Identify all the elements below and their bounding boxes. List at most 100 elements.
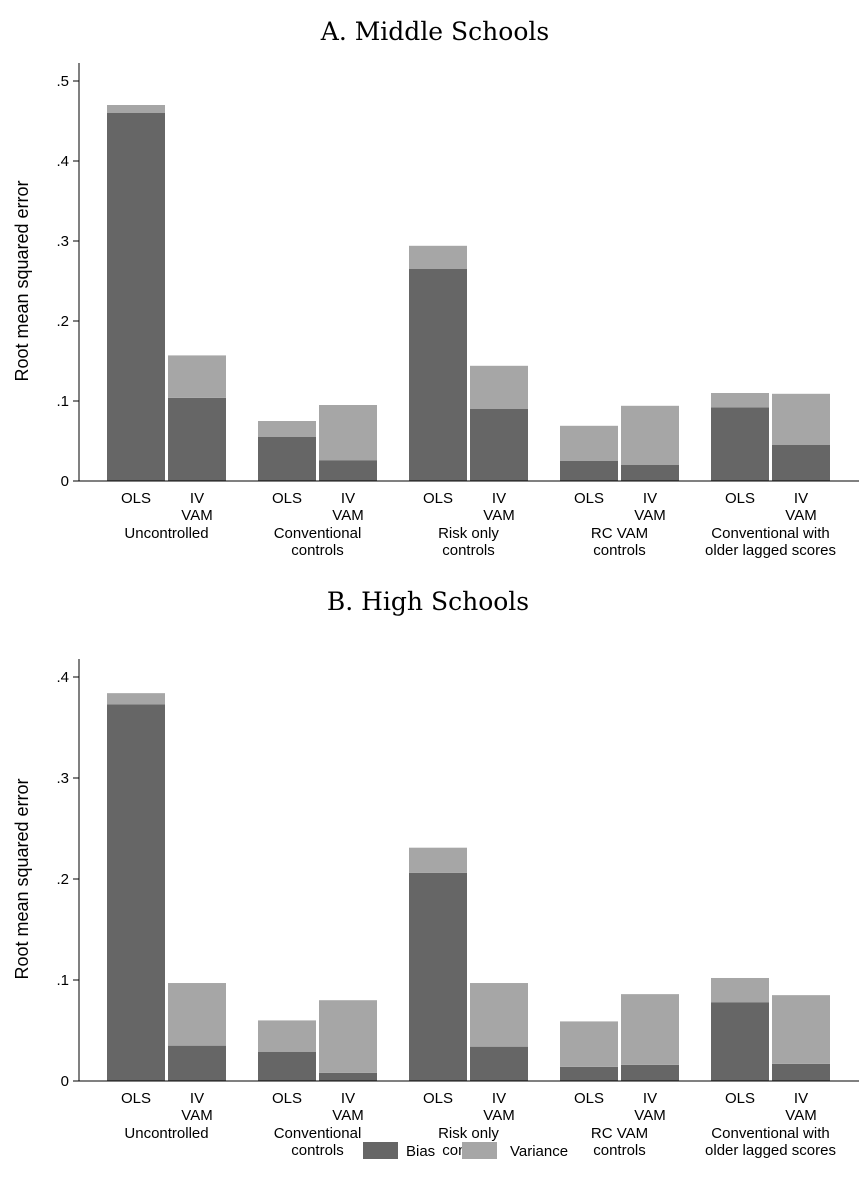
legend-bias-label: Bias (406, 1143, 435, 1160)
variance-bar (319, 405, 377, 461)
group-label: older lagged scores (705, 1142, 836, 1159)
bar-category-label: VAM (634, 507, 665, 524)
bias-bar (772, 1063, 830, 1081)
variance-bar (258, 1020, 316, 1052)
panel-title: B. High Schools (327, 587, 529, 616)
y-axis-label: Root mean squared error (12, 778, 32, 979)
y-tick-label: .5 (56, 73, 69, 90)
bar-category-label: VAM (332, 1107, 363, 1124)
y-tick-label: .3 (56, 233, 69, 250)
bias-bar (258, 437, 316, 481)
group-label: Uncontrolled (124, 1125, 208, 1142)
bar-category-label: VAM (181, 507, 212, 524)
y-tick-label: .2 (56, 871, 69, 888)
bar-category-label: IV (341, 490, 355, 507)
y-tick-label: .3 (56, 770, 69, 787)
group-label: Conventional (274, 1125, 362, 1142)
bar-category-label: OLS (423, 490, 453, 507)
variance-bar (560, 425, 618, 461)
variance-bar (107, 693, 165, 705)
bar-category-label: OLS (121, 490, 151, 507)
group-label: Risk only (438, 525, 499, 542)
group-label: controls (593, 542, 646, 559)
variance-bar (470, 983, 528, 1047)
bias-bar (560, 1066, 618, 1081)
variance-bar (621, 994, 679, 1065)
y-tick-label: .4 (56, 153, 69, 170)
bias-bar (409, 872, 467, 1081)
variance-bar (711, 393, 769, 408)
bias-bar (168, 397, 226, 481)
bar-category-label: IV (794, 490, 808, 507)
group-label: controls (291, 1142, 344, 1159)
variance-bar (560, 1021, 618, 1067)
bar-category-label: OLS (272, 1090, 302, 1107)
y-tick-label: 0 (61, 1073, 69, 1090)
variance-bar (319, 1000, 377, 1073)
bar-category-label: IV (492, 490, 506, 507)
variance-bar (409, 847, 467, 873)
group-label: older lagged scores (705, 542, 836, 559)
variance-bar (711, 977, 769, 1003)
variance-bar (409, 245, 467, 269)
bar-category-label: IV (643, 1090, 657, 1107)
variance-bar (168, 983, 226, 1046)
bias-bar (711, 407, 769, 481)
bar-category-label: IV (190, 1090, 204, 1107)
bar-category-label: OLS (725, 1090, 755, 1107)
bar-category-label: VAM (483, 507, 514, 524)
bar-category-label: IV (190, 490, 204, 507)
variance-bar (470, 365, 528, 409)
bar-category-label: OLS (574, 490, 604, 507)
bias-bar (107, 113, 165, 481)
bar-category-label: VAM (785, 1107, 816, 1124)
bar-category-label: VAM (332, 507, 363, 524)
bar-category-label: IV (794, 1090, 808, 1107)
y-tick-label: .4 (56, 669, 69, 686)
bias-bar (560, 461, 618, 481)
bar-category-label: OLS (272, 490, 302, 507)
bar-category-label: VAM (181, 1107, 212, 1124)
variance-bar (621, 405, 679, 465)
bias-bar (258, 1051, 316, 1081)
bias-bar (319, 460, 377, 481)
bar-category-label: VAM (785, 507, 816, 524)
bias-bar (470, 409, 528, 481)
bias-bar (409, 269, 467, 481)
variance-bar (772, 393, 830, 445)
legend-variance-swatch (462, 1142, 497, 1159)
bias-bar (772, 445, 830, 481)
group-label: controls (291, 542, 344, 559)
legend-bias-swatch (363, 1142, 398, 1159)
variance-bar (168, 355, 226, 398)
bar-category-label: IV (643, 490, 657, 507)
variance-bar (258, 421, 316, 437)
y-tick-label: 0 (61, 473, 69, 490)
panel-title: A. Middle Schools (320, 17, 549, 46)
bar-category-label: OLS (725, 490, 755, 507)
bar-category-label: VAM (483, 1107, 514, 1124)
group-label: Conventional with (711, 525, 829, 542)
group-label: controls (593, 1142, 646, 1159)
y-tick-label: .2 (56, 313, 69, 330)
group-label: RC VAM (591, 1125, 648, 1142)
group-label: Conventional (274, 525, 362, 542)
legend-variance-label: Variance (510, 1143, 568, 1160)
bias-bar (470, 1046, 528, 1081)
bar-category-label: OLS (121, 1090, 151, 1107)
group-label: Uncontrolled (124, 525, 208, 542)
bias-bar (107, 704, 165, 1081)
group-label: Risk only (438, 1125, 499, 1142)
y-tick-label: .1 (56, 972, 69, 989)
bar-category-label: VAM (634, 1107, 665, 1124)
y-tick-label: .1 (56, 393, 69, 410)
bar-category-label: IV (341, 1090, 355, 1107)
group-label: Conventional with (711, 1125, 829, 1142)
bias-bar (711, 1002, 769, 1081)
bias-bar (319, 1072, 377, 1081)
bar-category-label: OLS (574, 1090, 604, 1107)
group-label: RC VAM (591, 525, 648, 542)
bias-bar (621, 1064, 679, 1081)
variance-bar (107, 105, 165, 113)
